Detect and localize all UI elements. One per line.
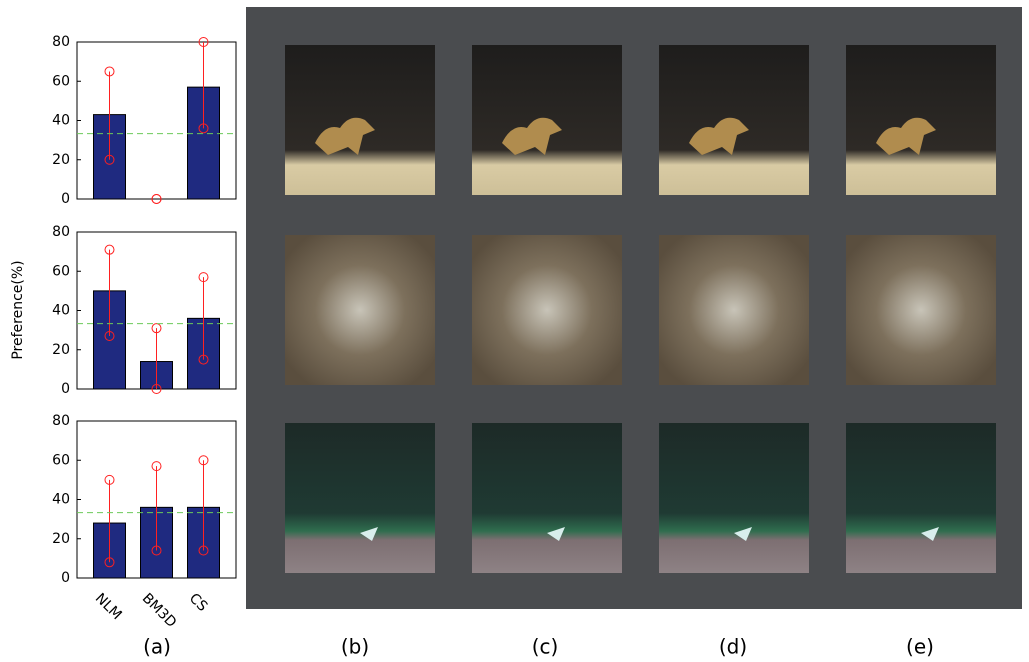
image-thumb — [846, 235, 996, 385]
y-tick-label: 80 — [52, 34, 70, 50]
panel-label: (b) — [341, 635, 369, 659]
image-thumb — [659, 235, 809, 385]
y-tick-label: 60 — [52, 452, 70, 468]
panel-label: (c) — [532, 635, 559, 659]
y-tick-label: 40 — [52, 492, 70, 508]
image-thumb — [659, 423, 809, 573]
page: Preference(%) (a) (b) (c) (d) (e) 0 20 40 6… — [0, 0, 1029, 662]
figure: Preference(%) (a) (b) (c) (d) (e) 0 20 40 6… — [0, 0, 1029, 662]
y-tick-label: 60 — [52, 263, 70, 279]
y-tick-label: 40 — [52, 303, 70, 319]
x-tick-label: CS — [186, 590, 211, 615]
panel-label: (e) — [906, 635, 934, 659]
image-thumb — [285, 235, 435, 385]
y-tick-label: 60 — [52, 73, 70, 89]
y-tick-label: 80 — [52, 224, 70, 240]
y-tick-label: 80 — [52, 413, 70, 429]
panel-label: (d) — [719, 635, 747, 659]
image-thumb — [285, 423, 435, 573]
y-tick-label: 0 — [61, 570, 70, 586]
y-tick-label: 20 — [52, 342, 70, 358]
y-tick-label: 20 — [52, 531, 70, 547]
panel-label: (a) — [143, 635, 171, 659]
x-tick-label: NLM — [92, 590, 125, 623]
y-tick-label: 40 — [52, 113, 70, 129]
x-tick-label: BM3D — [139, 590, 180, 631]
image-thumb — [846, 423, 996, 573]
y-tick-label: 0 — [61, 381, 70, 397]
image-thumb — [472, 235, 622, 385]
y-tick-label: 0 — [61, 191, 70, 207]
y-axis-label: Preference(%) — [10, 260, 26, 359]
image-thumb — [472, 423, 622, 573]
y-tick-label: 20 — [52, 152, 70, 168]
